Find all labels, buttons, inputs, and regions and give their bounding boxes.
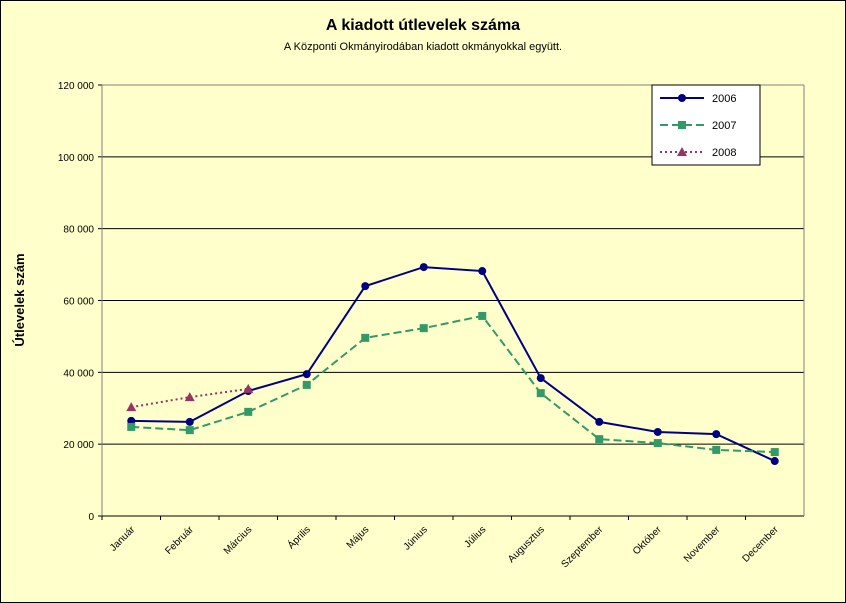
y-tick-label: 60 000 [63, 297, 94, 308]
data-point [184, 392, 195, 402]
data-point [478, 267, 487, 276]
data-point [770, 457, 779, 466]
data-point [595, 417, 604, 426]
data-point [361, 333, 370, 342]
legend-marker [677, 147, 687, 156]
data-point [302, 380, 311, 389]
data-point [595, 435, 604, 444]
data-point [185, 417, 194, 426]
y-tick-label: 0 [88, 512, 94, 523]
legend-marker [678, 94, 686, 102]
data-point [536, 374, 545, 383]
data-point [419, 263, 428, 272]
legend-marker [678, 121, 686, 129]
data-point [126, 402, 137, 412]
data-point [536, 389, 545, 398]
data-point [244, 407, 253, 416]
legend-label: 2008 [712, 147, 736, 159]
data-point [653, 427, 662, 436]
y-tick-label: 40 000 [63, 368, 94, 379]
data-point [770, 448, 779, 457]
series-line [131, 314, 775, 454]
data-point [361, 282, 370, 291]
chart-subtitle: A Központi Okmányirodában kiadott okmány… [284, 41, 562, 53]
data-point [185, 426, 194, 435]
y-axis-label: Útlevelek szám [12, 253, 27, 346]
data-point [712, 430, 721, 439]
y-tick-label: 100 000 [58, 153, 95, 164]
data-point [478, 311, 487, 320]
data-point [653, 439, 662, 448]
data-point [127, 422, 136, 431]
y-tick-label: 80 000 [63, 225, 94, 236]
data-point [243, 383, 254, 393]
data-point [419, 324, 428, 333]
legend-label: 2006 [712, 93, 736, 105]
data-point [302, 370, 311, 379]
legend-label: 2007 [712, 120, 736, 132]
data-point [127, 416, 136, 425]
data-point [712, 445, 721, 454]
y-tick-label: 20 000 [63, 440, 94, 451]
y-tick-label: 120 000 [58, 81, 95, 92]
series-line [131, 266, 776, 462]
chart-title: A kiadott útlevelek száma [326, 17, 520, 34]
